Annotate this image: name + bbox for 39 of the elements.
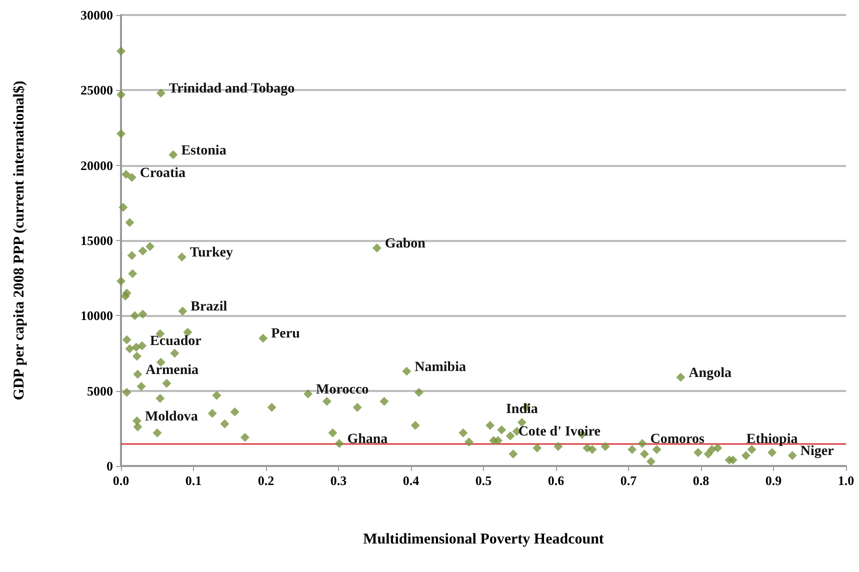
- x-tick-label: 0.5: [475, 473, 492, 488]
- annotation: India: [506, 402, 538, 417]
- y-tick-label: 10000: [80, 308, 113, 324]
- annotation: Comoros: [650, 432, 706, 447]
- annotation: Cote d' Ivoire: [518, 424, 601, 440]
- annotation: Morocco: [316, 382, 369, 398]
- x-tick-label: 0.6: [548, 473, 565, 488]
- annotation: Estonia: [181, 143, 226, 158]
- annotation: Peru: [271, 326, 300, 342]
- y-tick-label: 15000: [80, 233, 113, 248]
- x-tick-label: 0.1: [185, 473, 202, 488]
- x-tick-label: 1.0: [838, 473, 854, 488]
- annotation: Niger: [800, 444, 834, 459]
- annotation: Ethiopia: [746, 432, 798, 447]
- annotation: Moldova: [144, 409, 198, 424]
- x-tick-label: 0.4: [402, 473, 420, 488]
- annotation: Ecuador: [150, 334, 202, 350]
- annotation: Croatia: [140, 166, 186, 181]
- y-tick-label: 20000: [80, 158, 113, 173]
- y-tick-label: 30000: [80, 8, 113, 22]
- annotation: Armenia: [146, 362, 199, 378]
- x-tick-label: 0.8: [692, 473, 710, 488]
- x-tick-label: 0.3: [330, 473, 348, 488]
- x-tick-label: 0.7: [620, 473, 638, 488]
- annotation: Gabon: [384, 236, 426, 252]
- y-tick-label: 5000: [87, 383, 113, 398]
- y-tick-label: 0: [106, 458, 113, 474]
- x-axis-title: Multidimensional Poverty Headcount: [363, 532, 604, 548]
- x-tick-label: 0.0: [112, 473, 130, 488]
- annotation: Angola: [688, 366, 732, 381]
- annotation: Ghana: [347, 432, 388, 447]
- y-axis-title: GDP per capita 2008 PPP (current international$): [12, 80, 28, 400]
- x-tick-label: 0.2: [258, 473, 274, 488]
- annotation: Turkey: [190, 246, 233, 261]
- x-tick-label: 0.9: [765, 473, 782, 488]
- annotation: Brazil: [190, 300, 228, 315]
- annotation: Trinidad and Tobago: [168, 82, 295, 97]
- y-tick-label: 25000: [80, 82, 113, 98]
- annotation: Namibia: [414, 360, 466, 375]
